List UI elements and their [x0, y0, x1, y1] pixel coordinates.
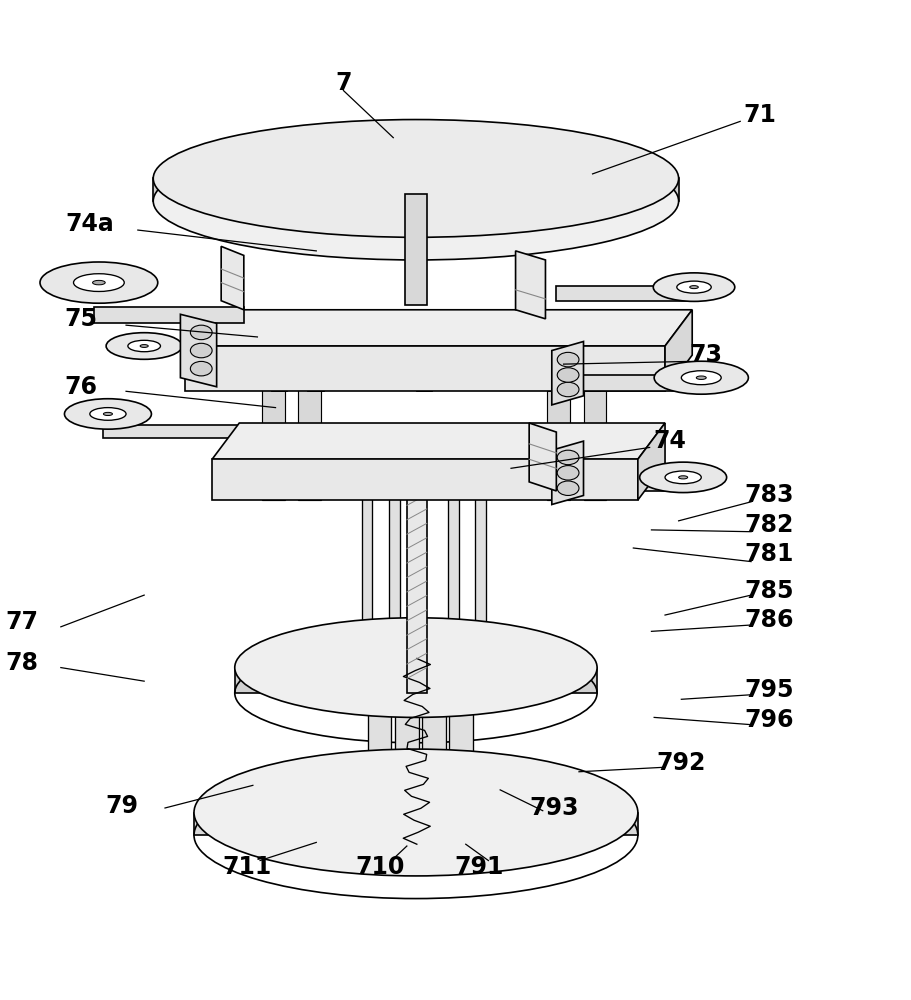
Text: 74: 74	[653, 429, 686, 453]
Text: 75: 75	[65, 307, 97, 331]
Text: 783: 783	[744, 483, 794, 507]
Bar	[423, 668, 445, 835]
Ellipse shape	[190, 343, 212, 358]
Ellipse shape	[654, 361, 748, 394]
Polygon shape	[235, 668, 597, 693]
Text: 79: 79	[105, 794, 138, 818]
Ellipse shape	[104, 412, 112, 416]
Bar	[584, 346, 606, 500]
Ellipse shape	[558, 450, 579, 465]
Polygon shape	[221, 246, 244, 310]
Text: 786: 786	[744, 608, 794, 632]
Ellipse shape	[558, 368, 579, 382]
Ellipse shape	[190, 361, 212, 376]
Bar	[584, 319, 599, 391]
Text: 78: 78	[5, 651, 38, 675]
Ellipse shape	[677, 281, 711, 293]
Bar	[298, 346, 321, 500]
Bar	[557, 286, 694, 301]
Ellipse shape	[190, 325, 212, 340]
Text: 781: 781	[744, 542, 793, 566]
Bar	[395, 668, 419, 835]
Ellipse shape	[558, 481, 579, 495]
Polygon shape	[194, 813, 638, 835]
Bar	[405, 194, 426, 305]
Ellipse shape	[90, 408, 126, 420]
Ellipse shape	[558, 466, 579, 480]
Ellipse shape	[679, 476, 688, 479]
Bar	[552, 477, 688, 491]
Bar	[95, 307, 244, 323]
Ellipse shape	[665, 471, 701, 484]
Polygon shape	[552, 441, 584, 505]
Text: 792: 792	[657, 751, 706, 775]
Ellipse shape	[40, 262, 158, 303]
Text: 791: 791	[455, 855, 504, 879]
Ellipse shape	[640, 462, 727, 493]
Text: 795: 795	[744, 678, 794, 702]
Ellipse shape	[153, 120, 679, 237]
Ellipse shape	[128, 340, 160, 352]
Text: 793: 793	[530, 796, 579, 820]
Ellipse shape	[65, 399, 151, 429]
Text: 7: 7	[335, 71, 352, 95]
Text: 785: 785	[744, 579, 794, 603]
Polygon shape	[153, 178, 679, 201]
Bar	[548, 319, 564, 391]
Text: 710: 710	[355, 855, 404, 879]
Bar	[548, 346, 570, 500]
Polygon shape	[180, 314, 217, 387]
Bar	[447, 491, 458, 693]
Polygon shape	[516, 251, 546, 319]
Bar	[552, 375, 701, 391]
Ellipse shape	[140, 345, 148, 347]
Polygon shape	[185, 310, 692, 346]
Text: 73: 73	[690, 343, 722, 367]
Bar	[416, 319, 432, 391]
Polygon shape	[212, 423, 665, 459]
Polygon shape	[185, 346, 665, 391]
Ellipse shape	[696, 376, 706, 379]
Bar	[368, 668, 392, 835]
Ellipse shape	[153, 142, 679, 260]
Bar	[262, 346, 284, 500]
Bar	[475, 491, 486, 693]
Ellipse shape	[558, 382, 579, 397]
Ellipse shape	[74, 274, 124, 291]
Text: 796: 796	[744, 708, 794, 732]
Ellipse shape	[653, 273, 735, 301]
Polygon shape	[552, 341, 584, 405]
Ellipse shape	[690, 286, 699, 289]
Text: 782: 782	[744, 513, 793, 537]
Text: 71: 71	[743, 103, 776, 127]
Ellipse shape	[106, 333, 182, 359]
Ellipse shape	[558, 352, 579, 367]
Polygon shape	[529, 423, 557, 491]
Polygon shape	[665, 310, 692, 391]
Ellipse shape	[235, 618, 597, 717]
Text: 77: 77	[5, 610, 38, 634]
Ellipse shape	[681, 371, 722, 385]
Bar	[407, 491, 426, 693]
Polygon shape	[638, 423, 665, 500]
Ellipse shape	[194, 749, 638, 876]
Polygon shape	[212, 459, 638, 500]
Text: 711: 711	[222, 855, 271, 879]
Text: 74a: 74a	[66, 212, 114, 236]
Bar	[362, 491, 373, 693]
Bar	[449, 668, 473, 835]
Bar	[389, 491, 400, 693]
Bar	[104, 425, 240, 438]
Text: 76: 76	[65, 375, 97, 399]
Bar	[307, 319, 323, 391]
Ellipse shape	[93, 280, 106, 285]
Bar	[271, 319, 287, 391]
